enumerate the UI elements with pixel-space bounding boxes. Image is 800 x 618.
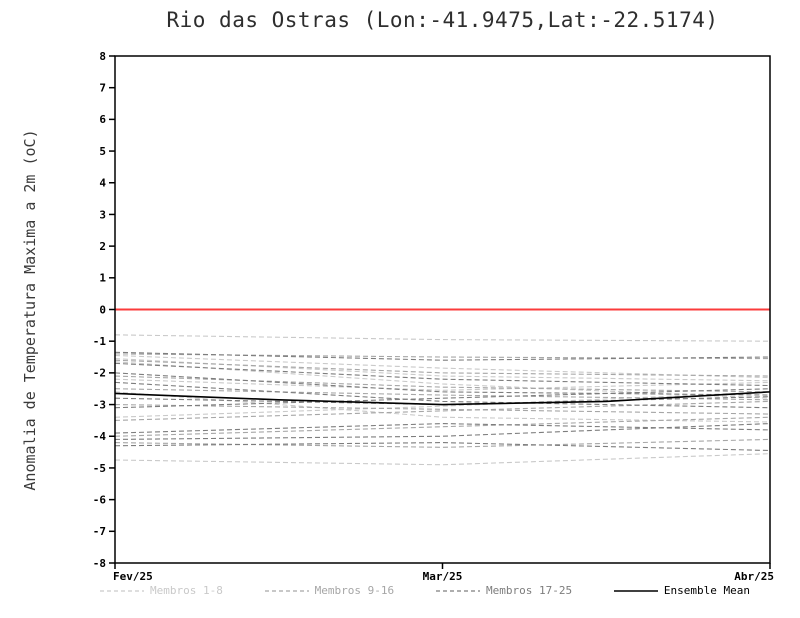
x-tick-label: Abr/25	[734, 570, 774, 583]
dashed-line-swatch-icon	[435, 589, 480, 592]
legend-label: Membros 1-8	[150, 584, 223, 597]
y-tick-label: 6	[99, 113, 106, 126]
y-tick-label: 7	[99, 82, 106, 95]
legend-label: Membros 17-25	[485, 584, 573, 597]
member-line	[114, 442, 771, 452]
member-line	[114, 388, 771, 409]
member-line	[114, 453, 771, 466]
member-line	[114, 334, 771, 342]
member-line	[114, 359, 771, 377]
y-tick-label: 4	[99, 177, 106, 190]
member-line	[114, 351, 771, 361]
x-tick-label: Fev/25	[113, 570, 153, 583]
member-line	[114, 423, 771, 434]
y-tick-label: -8	[93, 557, 106, 570]
legend-item-membros-17-25: Membros 17-25	[435, 584, 573, 597]
y-tick-label: 2	[99, 240, 106, 253]
solid-line-swatch-icon	[613, 589, 658, 592]
y-tick-label: 0	[99, 303, 106, 316]
member-line	[114, 400, 771, 421]
legend-label: Membros 9-16	[314, 584, 395, 597]
y-tick-label: -3	[93, 398, 106, 411]
y-tick-label: -1	[93, 335, 107, 348]
member-line	[114, 372, 771, 396]
member-line	[114, 354, 771, 379]
legend: Membros 1-8 Membros 9-16 Membros 17-25 E…	[100, 584, 750, 597]
ensemble-mean-line	[114, 391, 771, 406]
dashed-line-swatch-icon	[100, 589, 144, 592]
y-tick-label: -6	[93, 493, 107, 506]
member-line	[114, 423, 771, 440]
member-line	[114, 362, 771, 387]
y-tick-label: -2	[93, 367, 106, 380]
y-axis-ticks: -8 -7 -6 -5 -4 -3 -2 -1 0 1 2 3 4 5 6 7 8	[93, 50, 115, 570]
member-line	[114, 381, 771, 409]
y-tick-label: -7	[93, 525, 106, 538]
series-lines	[114, 334, 771, 466]
y-tick-label: 5	[99, 145, 106, 158]
member-line	[114, 378, 771, 391]
y-tick-label: -4	[93, 430, 107, 443]
member-line	[114, 391, 771, 418]
x-tick-label: Mar/25	[423, 570, 463, 583]
legend-item-ensemble-mean: Ensemble Mean	[613, 584, 750, 597]
y-tick-label: 8	[99, 50, 106, 63]
chart-title: Rio das Ostras (Lon:-41.9475,Lat:-22.517…	[166, 8, 719, 32]
member-line	[114, 404, 771, 415]
member-line	[114, 438, 771, 448]
y-tick-label: -5	[93, 462, 106, 475]
member-line	[114, 416, 771, 437]
member-line	[114, 396, 771, 406]
y-tick-label: 1	[99, 272, 106, 285]
y-tick-label: 3	[99, 208, 106, 221]
dashed-line-swatch-icon	[264, 589, 309, 592]
x-axis-ticks: Fev/25 Mar/25 Abr/25	[113, 563, 774, 583]
legend-item-membros-9-16: Membros 9-16	[264, 584, 395, 597]
member-line	[114, 358, 771, 382]
member-line	[114, 375, 771, 393]
legend-label: Ensemble Mean	[663, 584, 750, 597]
member-line	[114, 361, 771, 399]
legend-item-membros-1-8: Membros 1-8	[100, 584, 223, 597]
